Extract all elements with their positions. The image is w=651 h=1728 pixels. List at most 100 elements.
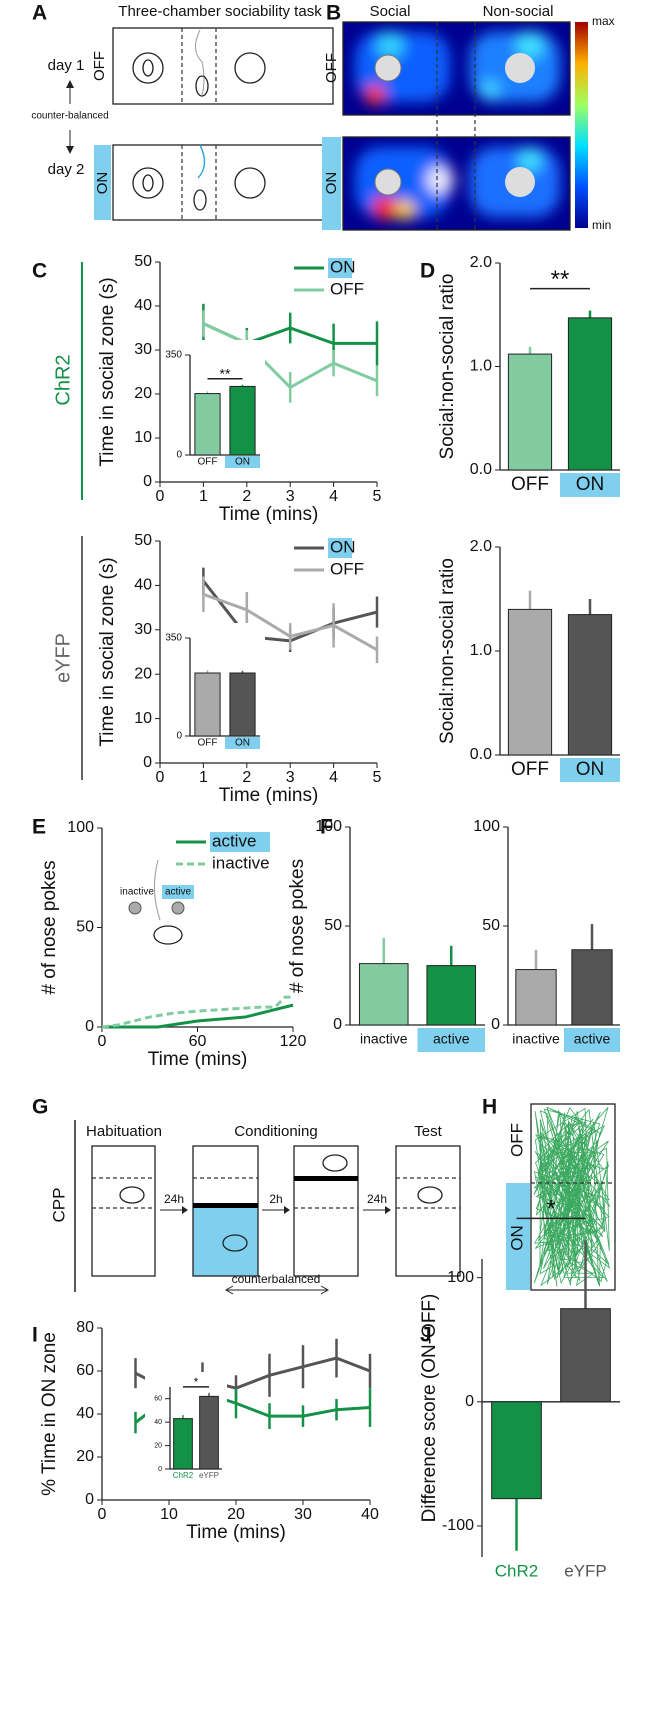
x-axis-label: Time (mins) xyxy=(186,1522,286,1543)
bar xyxy=(507,608,553,756)
x-tick-label: inactive xyxy=(360,1031,408,1047)
y-tick-label: 60 xyxy=(76,1362,94,1379)
y-tick-label: 40 xyxy=(134,297,152,314)
condition-label: OFF xyxy=(507,1123,526,1157)
arrow-head xyxy=(66,80,74,88)
mouse xyxy=(142,59,154,77)
x-tick-label: active xyxy=(433,1031,470,1047)
condition-label: ON xyxy=(323,172,340,195)
y-tick-label: 10 xyxy=(134,710,152,727)
bar xyxy=(507,353,553,471)
mouse xyxy=(142,174,154,192)
x-tick-label: 5 xyxy=(373,769,382,786)
significance-label: * xyxy=(194,1375,199,1389)
arrow-head xyxy=(182,1206,188,1214)
bar xyxy=(567,614,613,756)
mouse xyxy=(417,1186,443,1204)
bar xyxy=(426,965,477,1026)
x-tick-label: ON xyxy=(576,759,605,780)
highlight xyxy=(564,1028,620,1052)
highlight xyxy=(560,473,620,497)
legend-label: inactive xyxy=(212,853,270,872)
y-axis-label: Social:non-social ratio xyxy=(437,274,458,460)
x-tick-label: 2 xyxy=(242,769,251,786)
y-tick-label: 30 xyxy=(134,341,152,358)
mouse xyxy=(119,1186,145,1204)
x-tick-label: ON xyxy=(576,474,605,495)
x-tick-label: 1 xyxy=(199,488,208,505)
x-tick-label: inactive xyxy=(512,1031,560,1047)
x-tick-label: 1 xyxy=(199,769,208,786)
legend-label: ON xyxy=(330,537,356,556)
arena xyxy=(112,27,334,105)
y-tick-label: 40 xyxy=(154,1419,162,1426)
series-line xyxy=(101,995,293,1029)
x-tick-label: 3 xyxy=(286,769,295,786)
x-tick-label: 0 xyxy=(156,769,165,786)
x-tick-label: 40 xyxy=(361,1506,379,1523)
x-tick-label: OFF xyxy=(511,474,549,495)
bar xyxy=(173,1418,193,1470)
y-tick-label: 100 xyxy=(447,1269,474,1286)
y-tick-label: 40 xyxy=(76,1405,94,1422)
panel-a: Three-chamber sociability task OFF day 1… xyxy=(31,3,334,221)
y-tick-label: 0.0 xyxy=(470,461,492,478)
color-bar-label: max xyxy=(592,14,615,28)
legend-label: active xyxy=(212,831,256,850)
x-tick-label: 10 xyxy=(160,1506,178,1523)
arrow-head xyxy=(385,1206,391,1214)
port xyxy=(171,901,185,915)
group-label: ChR2 xyxy=(52,354,74,405)
zone-label: Non-social xyxy=(483,3,554,20)
y-tick-label: 30 xyxy=(134,621,152,638)
x-tick-label: 4 xyxy=(329,769,338,786)
fiber xyxy=(197,144,206,179)
x-tick-label: 3 xyxy=(286,488,295,505)
y-axis-label: % Time in ON zone xyxy=(39,1332,60,1496)
y-axis-label: # of nose pokes xyxy=(287,859,308,993)
stage-label: Test xyxy=(414,1123,442,1140)
y-axis-label: # of nose pokes xyxy=(39,860,60,994)
panel-letter: E xyxy=(32,816,46,839)
panel-letter: I xyxy=(32,1324,38,1347)
x-axis-label: Time (mins) xyxy=(219,785,319,806)
group-label: eYFP xyxy=(52,633,74,683)
y-tick-label: 0 xyxy=(491,1016,500,1033)
arrow-head xyxy=(66,146,74,154)
port-label: active xyxy=(165,887,192,898)
highlight xyxy=(225,456,260,468)
bar xyxy=(560,1308,611,1403)
x-axis-label: Time (mins) xyxy=(148,1049,248,1070)
y-tick-label: 350 xyxy=(165,633,182,644)
heatmap xyxy=(343,22,570,115)
y-tick-label: 100 xyxy=(315,818,342,835)
highlight xyxy=(162,885,194,899)
y-tick-label: 60 xyxy=(154,1396,162,1403)
y-tick-label: 10 xyxy=(134,429,152,446)
x-tick-label: 4 xyxy=(329,488,338,505)
highlight xyxy=(506,1183,530,1290)
bar xyxy=(491,1401,542,1500)
highlight xyxy=(225,737,260,749)
heatmap xyxy=(343,137,570,230)
day-label: day 2 xyxy=(48,161,85,178)
barrier xyxy=(193,1203,258,1208)
x-tick-label: eYFP xyxy=(199,1471,219,1480)
arena xyxy=(91,1145,156,1277)
y-tick-label: 80 xyxy=(76,1319,94,1336)
x-tick-label: ON xyxy=(235,457,250,468)
x-tick-label: 0 xyxy=(156,488,165,505)
mouse xyxy=(222,1234,248,1252)
y-tick-label: 0 xyxy=(85,1018,94,1035)
zone-label: Social xyxy=(370,3,411,20)
bar xyxy=(194,393,221,456)
x-tick-label: ChR2 xyxy=(495,1561,538,1580)
panel-h: ON OFF xyxy=(506,1103,616,1291)
y-tick-label: 0 xyxy=(85,1491,94,1508)
panel-letter: J xyxy=(420,1324,432,1347)
x-axis-label: Time (mins) xyxy=(219,504,319,525)
panel-letter: C xyxy=(32,260,47,283)
significance-label: * xyxy=(546,1196,555,1223)
arena xyxy=(192,1145,259,1277)
mouse xyxy=(193,189,207,211)
